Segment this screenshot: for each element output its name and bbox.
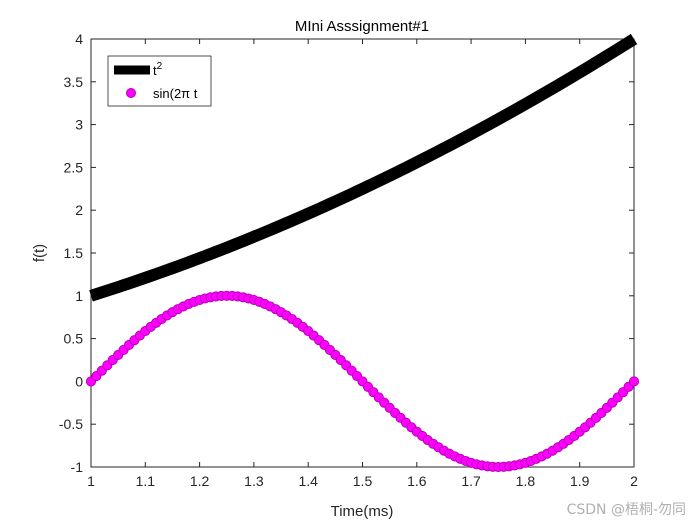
legend-box <box>107 55 212 107</box>
y-tick-label: 1.5 <box>64 245 84 261</box>
x-tick-label: 1.1 <box>136 473 156 489</box>
x-tick-label: 1.7 <box>461 473 481 489</box>
y-tick-label: -0.5 <box>59 416 83 432</box>
x-tick-label: 1.4 <box>298 473 318 489</box>
legend-label-t-squared-exponent: 2 <box>157 61 163 72</box>
plot-area: 1 1.1 1.2 1.3 1.4 1.5 1.6 1.7 1.8 1.9 2 -1 -0.5 0 0.5… <box>59 31 640 489</box>
x-tick-label: 2 <box>630 473 638 489</box>
y-tick-label: 3 <box>75 117 83 133</box>
legend: t2 sin(2π t <box>107 55 212 107</box>
y-tick-label: 2 <box>75 202 83 218</box>
legend-label-t-squared-base: t <box>153 63 157 78</box>
series-sine-marker <box>628 376 640 387</box>
series-layer <box>85 33 640 473</box>
watermark: CSDN @梧桐-勿同 <box>566 502 686 518</box>
x-tick-label: 1.2 <box>190 473 210 489</box>
chart-title: MIni Asssignment#1 <box>295 18 429 35</box>
y-axis-ticks: -1 -0.5 0 0.5 1 1.5 2 2.5 3 3.5 4 <box>59 31 634 475</box>
x-tick-label: 1.3 <box>244 473 264 489</box>
x-tick-label: 1.5 <box>353 473 373 489</box>
x-axis-title: Time(ms) <box>331 503 394 520</box>
x-tick-label: 1.6 <box>407 473 427 489</box>
x-tick-label: 1.8 <box>516 473 536 489</box>
y-axis-title: f(t) <box>31 244 48 262</box>
y-tick-label: 4 <box>75 31 83 47</box>
legend-label-t-squared: t2 <box>153 61 163 78</box>
x-tick-label: 1.9 <box>570 473 590 489</box>
y-tick-label: 0.5 <box>64 331 84 347</box>
y-tick-label: -1 <box>71 459 84 475</box>
y-tick-label: 2.5 <box>64 159 84 175</box>
y-tick-label: 0 <box>75 373 83 389</box>
legend-swatch-sine <box>126 88 136 98</box>
y-tick-label: 3.5 <box>64 74 84 90</box>
legend-label-sine: sin(2π t <box>153 86 198 101</box>
axes-box <box>90 38 635 468</box>
x-axis-ticks: 1 1.1 1.2 1.3 1.4 1.5 1.6 1.7 1.8 1.9 2 <box>87 39 638 489</box>
y-tick-label: 1 <box>75 288 83 304</box>
x-tick-label: 1 <box>87 473 95 489</box>
